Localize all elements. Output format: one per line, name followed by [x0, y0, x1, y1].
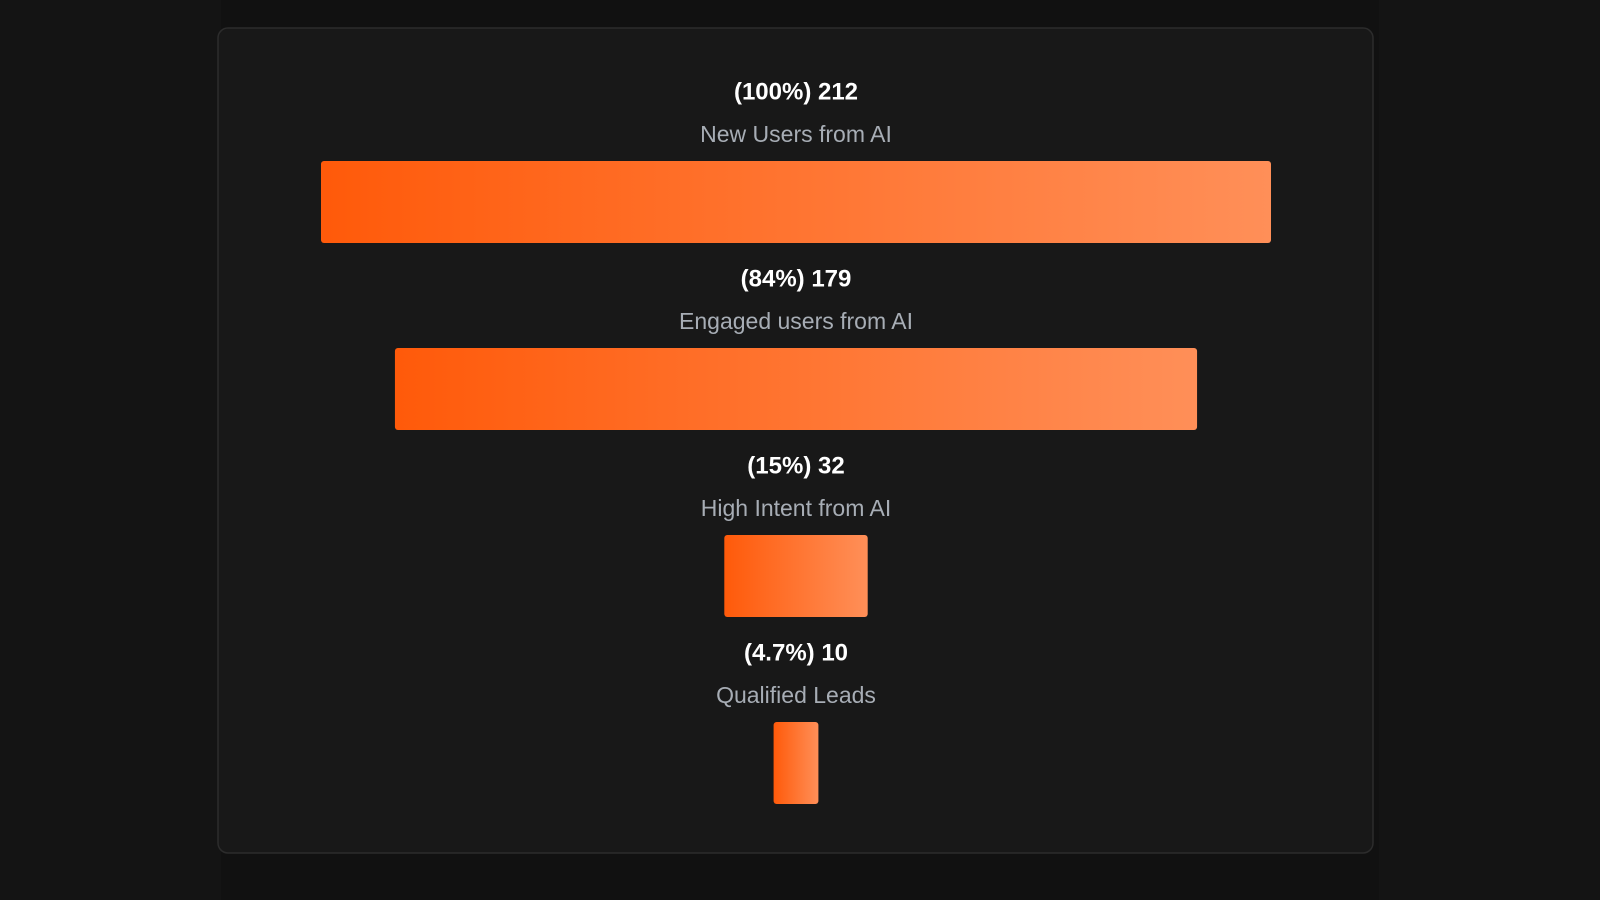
funnel-bar [394, 348, 1198, 430]
funnel-bar [321, 161, 1271, 243]
value-label: (84%) 179 [741, 265, 852, 292]
category-label: Engaged users from AI [679, 308, 913, 334]
value-label: (4.7%) 10 [744, 639, 848, 666]
value-label: (100%) 212 [734, 78, 858, 105]
value-label: (15%) 32 [747, 452, 844, 479]
category-label: Qualified Leads [716, 682, 876, 708]
funnel-bar [773, 722, 819, 804]
funnel-bar [724, 535, 868, 617]
category-label: New Users from AI [700, 121, 892, 147]
category-label: High Intent from AI [701, 495, 891, 521]
side-left [0, 0, 221, 900]
side-right [1379, 0, 1600, 900]
